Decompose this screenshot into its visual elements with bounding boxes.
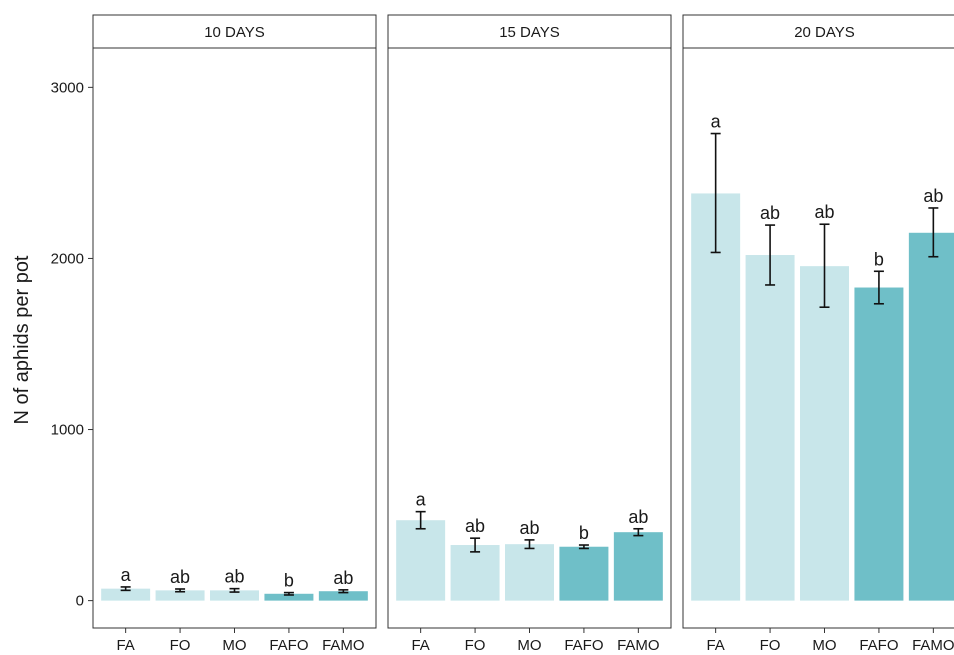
bar [800,266,849,601]
y-tick-label: 1000 [51,422,84,439]
significance-letter: b [874,249,884,269]
bar [908,232,954,601]
bar [396,520,446,601]
significance-letter: ab [628,507,648,527]
bar [264,593,314,601]
panel-border [92,47,377,629]
bar [101,588,151,601]
bar [450,545,500,601]
facet-panel: 20 DAYS a FA ab FO ab MO b FAFO ab FAMO [682,14,954,654]
facet-title: 10 DAYS [204,24,265,41]
facet-panel: 15 DAYS a FA ab FO ab MO b FAFO ab FAMO [387,14,672,654]
x-tick-label: FO [170,637,191,654]
facet-panel: 10 DAYS a FA ab FO ab MO b FAFO ab FAMO [92,14,377,654]
bar [854,287,904,601]
significance-letter: ab [170,567,190,587]
x-tick-label: FAMO [912,637,954,654]
facet-title: 15 DAYS [499,24,560,41]
y-tick-label: 2000 [51,250,84,267]
facet-strip [682,14,954,49]
significance-letter: a [416,490,427,510]
significance-letter: a [711,112,722,132]
x-tick-label: FAFO [269,637,308,654]
y-axis-label: N of aphids per pot [11,255,33,424]
x-tick-label: FAMO [322,637,365,654]
facet-strip [92,14,377,49]
significance-letter: ab [224,567,244,587]
y-tick-label: 3000 [51,79,84,96]
x-tick-label: MO [222,637,246,654]
bar [613,532,663,601]
y-axis: 0 1000 2000 3000 [51,79,93,610]
bar [155,590,205,601]
x-tick-label: MO [812,637,836,654]
x-tick-label: FA [116,637,134,654]
x-tick-label: FA [706,637,724,654]
bar [505,544,554,601]
x-tick-label: FAMO [617,637,660,654]
facet-title: 20 DAYS [794,24,855,41]
significance-letter: b [284,571,294,591]
significance-letter: ab [519,518,539,538]
x-tick-label: FA [411,637,429,654]
x-tick-label: MO [517,637,541,654]
significance-letter: ab [465,516,485,536]
bar [745,255,795,601]
significance-letter: a [121,565,132,585]
x-tick-label: FO [465,637,486,654]
bar [559,546,609,601]
significance-letter: b [579,523,589,543]
significance-letter: ab [814,202,834,222]
y-tick-label: 0 [76,593,84,610]
facet-strip [387,14,672,49]
bar [691,193,741,601]
x-tick-label: FAFO [564,637,603,654]
x-tick-label: FAFO [859,637,898,654]
significance-letter: ab [760,203,780,223]
bar [318,591,368,601]
x-tick-label: FO [760,637,781,654]
significance-letter: ab [923,186,943,206]
significance-letter: ab [333,568,353,588]
bar [210,590,259,601]
